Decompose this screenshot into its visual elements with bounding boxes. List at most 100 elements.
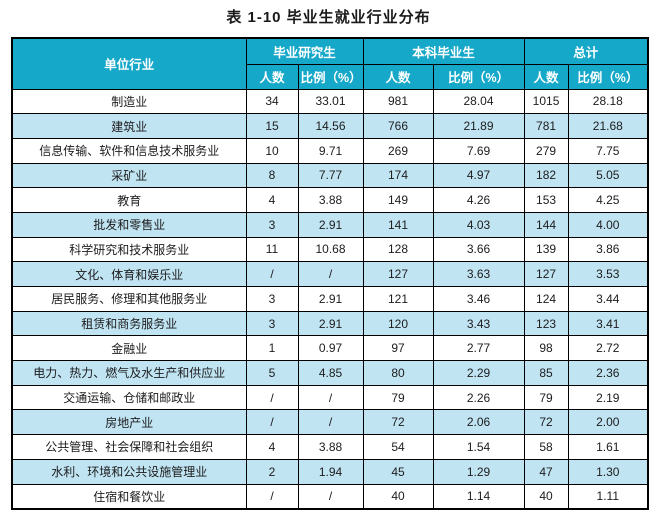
value-cell: 1.54 (432, 434, 525, 460)
value-cell: 8 (245, 162, 299, 189)
value-cell: 2.91 (297, 310, 364, 337)
industry-cell: 电力、热力、燃气及水生产和供应业 (11, 360, 247, 386)
value-cell: 3.88 (297, 187, 364, 213)
table-row: 居民服务、修理和其他服务业 3 2.91 121 3.46 124 3.44 (11, 286, 649, 312)
value-cell: 2.91 (297, 286, 364, 312)
value-cell: 7.75 (567, 137, 649, 164)
value-cell: 174 (362, 162, 434, 189)
value-cell: 2.19 (567, 384, 649, 411)
value-cell: 121 (362, 286, 434, 312)
header-sub-row: 人数 比例（%） 人数 比例（%） 人数 比例（%） (12, 63, 649, 90)
value-cell: 2.06 (432, 409, 525, 436)
value-cell: 3.43 (432, 310, 525, 337)
industry-cell: 教育 (11, 187, 247, 213)
value-cell: 4.26 (432, 187, 525, 213)
table-row: 公共管理、社会保障和社会组织 4 3.88 54 1.54 58 1.61 (11, 434, 649, 460)
value-cell: 4 (245, 187, 299, 213)
value-cell: 781 (523, 113, 569, 139)
value-cell: 40 (362, 483, 434, 510)
value-cell: 2.29 (432, 360, 525, 386)
value-cell: 5 (245, 360, 299, 386)
value-cell: 1.11 (567, 483, 649, 510)
value-cell: 1015 (523, 88, 569, 115)
table-caption: 表 1-10 毕业生就业行业分布 (226, 9, 431, 26)
value-cell: 1 (245, 335, 299, 362)
value-cell: 4.03 (432, 211, 525, 238)
industry-cell: 文化、体育和娱乐业 (11, 261, 247, 287)
value-cell: 3 (245, 286, 299, 312)
col-header-total: 总计 (523, 37, 649, 65)
industry-cell: 租赁和商务服务业 (11, 310, 247, 337)
value-cell: 3.41 (567, 310, 649, 337)
value-cell: 2.77 (432, 335, 525, 362)
value-cell: 153 (523, 187, 569, 213)
value-cell: 28.18 (567, 88, 649, 115)
value-cell: / (245, 483, 299, 510)
industry-cell: 批发和零售业 (11, 211, 247, 238)
value-cell: 45 (362, 458, 434, 485)
industry-cell: 公共管理、社会保障和社会组织 (11, 434, 247, 460)
industry-cell: 建筑业 (11, 113, 247, 139)
value-cell: / (297, 384, 364, 411)
value-cell: 2.26 (432, 384, 525, 411)
col-header-graduate-students: 毕业研究生 (245, 37, 364, 65)
value-cell: 279 (523, 137, 569, 164)
value-cell: 98 (523, 335, 569, 362)
value-cell: 981 (362, 88, 434, 115)
value-cell: 766 (362, 113, 434, 139)
table-row: 文化、体育和娱乐业 //127 3.63 127 3.53 (11, 261, 649, 287)
value-cell: / (245, 409, 299, 436)
value-cell: 7.69 (432, 137, 525, 164)
value-cell: 7.77 (297, 162, 364, 189)
value-cell: 141 (362, 211, 434, 238)
value-cell: 4.97 (432, 162, 525, 189)
value-cell: 2.00 (567, 409, 649, 436)
value-cell: 14.56 (297, 113, 364, 139)
value-cell: 2.91 (297, 211, 364, 238)
value-cell: 1.61 (567, 434, 649, 460)
value-cell: 2 (245, 458, 299, 485)
value-cell: 3 (245, 310, 299, 337)
value-cell: 33.01 (297, 88, 364, 115)
col-header-undergraduates: 本科毕业生 (362, 37, 525, 65)
value-cell: 79 (362, 384, 434, 411)
value-cell: 1.14 (432, 483, 525, 510)
value-cell: 9.71 (297, 137, 364, 164)
value-cell: 124 (523, 286, 569, 312)
subheader-ug-count: 人数 (362, 63, 434, 90)
value-cell: 3.44 (567, 286, 649, 312)
value-cell: 54 (362, 434, 434, 460)
col-header-industry: 单位行业 (11, 37, 247, 90)
table-row: 教育 4 3.88 149 4.26 153 4.25 (11, 187, 649, 213)
value-cell: 120 (362, 310, 434, 337)
value-cell: 1.94 (297, 458, 364, 485)
table-header: 单位行业 毕业研究生 本科毕业生 总计 人数 比例（%） 人数 比例（%） 人数… (11, 37, 649, 90)
value-cell: 2.36 (567, 360, 649, 386)
subheader-grad-ratio: 比例（%） (297, 63, 364, 90)
value-cell: 40 (523, 483, 569, 510)
table-row: 交通运输、仓储和邮政业 //79 2.26 79 2.19 (11, 384, 649, 411)
value-cell: 79 (523, 384, 569, 411)
value-cell: 4.25 (567, 187, 649, 213)
industry-cell: 信息传输、软件和信息技术服务业 (11, 137, 247, 164)
value-cell: / (245, 384, 299, 411)
subheader-grad-count: 人数 (245, 63, 299, 90)
industry-cell: 居民服务、修理和其他服务业 (11, 286, 247, 312)
table-row: 住宿和餐饮业 //40 1.14 40 1.11 (11, 483, 649, 510)
value-cell: 3.66 (432, 236, 525, 263)
value-cell: 4 (245, 434, 299, 460)
value-cell: 72 (362, 409, 434, 436)
value-cell: 127 (362, 261, 434, 287)
table-body: 制造业 34 33.01 981 28.04 1015 28.18 建筑业 15 14.56 766… (11, 88, 649, 510)
value-cell: 21.89 (432, 113, 525, 139)
value-cell: 128 (362, 236, 434, 263)
value-cell: 58 (523, 434, 569, 460)
value-cell: 144 (523, 211, 569, 238)
value-cell: 28.04 (432, 88, 525, 115)
value-cell: 139 (523, 236, 569, 263)
table-row: 信息传输、软件和信息技术服务业 10 9.71 269 7.69 279 7.75 (11, 137, 649, 164)
subheader-total-ratio: 比例（%） (567, 63, 649, 90)
table-row: 采矿业 8 7.77 174 4.97 182 5.05 (11, 162, 649, 189)
value-cell: 3.86 (567, 236, 649, 263)
